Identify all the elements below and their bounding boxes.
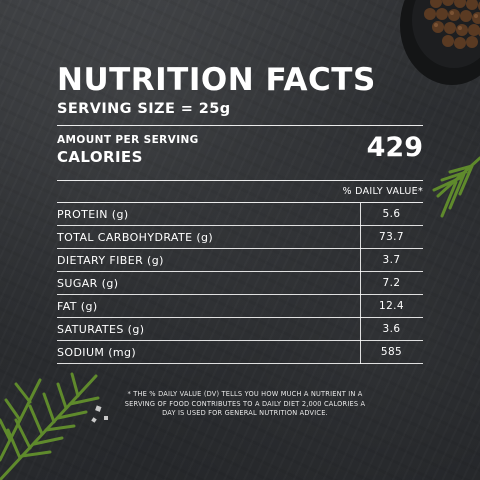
nutrition-facts-label: NUTRITION FACTS SERVING SIZE = 25g AMOUN… <box>57 62 423 364</box>
nutrient-value: 73.7 <box>379 231 404 243</box>
nutrient-row: FAT (g) 12.4 <box>57 295 423 318</box>
nutrient-row: DIETARY FIBER (g) 3.7 <box>57 249 423 272</box>
calories-label: CALORIES <box>57 148 143 166</box>
rosemary-sprig-right-image <box>432 156 480 218</box>
nutrient-name: PROTEIN (g) <box>57 207 129 221</box>
serving-size: SERVING SIZE = 25g <box>57 101 423 126</box>
nutrient-value: 7.2 <box>382 277 401 289</box>
nutrient-row: PROTEIN (g) 5.6 <box>57 203 423 226</box>
calories-section: AMOUNT PER SERVING CALORIES 429 <box>57 126 423 181</box>
daily-value-footnote: * THE % DAILY VALUE (DV) TELLS YOU HOW M… <box>124 390 366 417</box>
peppercorn-bowl-image <box>400 0 480 85</box>
nutrient-name: DIETARY FIBER (g) <box>57 253 164 267</box>
nutrient-value: 5.6 <box>382 208 401 220</box>
nutrient-name: SODIUM (mg) <box>57 345 137 359</box>
nutrient-name: SUGAR (g) <box>57 276 119 290</box>
rosemary-sprig-left-image <box>0 372 108 480</box>
nutrient-value: 3.6 <box>382 323 401 335</box>
nutrient-row: SUGAR (g) 7.2 <box>57 272 423 295</box>
calories-value: 429 <box>366 132 423 163</box>
nutrient-name: FAT (g) <box>57 299 98 313</box>
label-title: NUTRITION FACTS <box>57 62 376 98</box>
nutrient-row: TOTAL CARBOHYDRATE (g) 73.7 <box>57 226 423 249</box>
nutrient-table: PROTEIN (g) 5.6 TOTAL CARBOHYDRATE (g) 7… <box>57 203 423 364</box>
daily-value-header: % DAILY VALUE* <box>57 181 423 203</box>
nutrient-value: 3.7 <box>382 254 401 266</box>
nutrient-name: SATURATES (g) <box>57 322 145 336</box>
nutrient-row: SATURATES (g) 3.6 <box>57 318 423 341</box>
amount-per-serving-label: AMOUNT PER SERVING <box>57 134 199 146</box>
nutrient-name: TOTAL CARBOHYDRATE (g) <box>57 230 214 244</box>
nutrient-value: 585 <box>380 346 403 358</box>
nutrient-row: SODIUM (mg) 585 <box>57 341 423 364</box>
nutrient-value: 12.4 <box>379 300 404 312</box>
